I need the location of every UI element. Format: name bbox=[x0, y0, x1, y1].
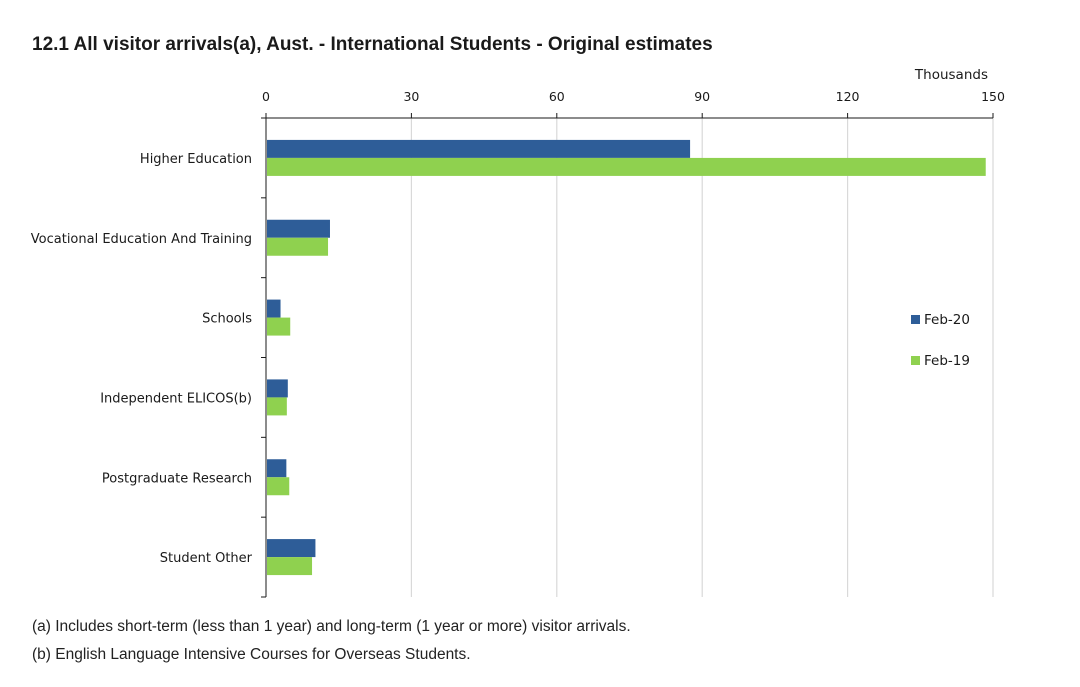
bar-feb19 bbox=[267, 317, 291, 336]
bar-feb19 bbox=[267, 557, 313, 576]
bar-feb19 bbox=[267, 157, 986, 176]
x-tick-label: 150 bbox=[981, 89, 1005, 104]
bar-feb20 bbox=[267, 299, 281, 318]
category-label: Independent ELICOS(b) bbox=[100, 391, 252, 406]
category-label: Higher Education bbox=[140, 152, 252, 167]
footnote-b: (b) English Language Intensive Courses f… bbox=[32, 646, 471, 663]
x-tick-label: 90 bbox=[694, 89, 710, 104]
category-label: Postgraduate Research bbox=[102, 471, 252, 486]
legend-swatch bbox=[911, 356, 920, 365]
legend-label: Feb-19 bbox=[924, 353, 970, 369]
bar-feb20 bbox=[267, 539, 316, 558]
bars bbox=[267, 139, 986, 576]
x-tick-label: 120 bbox=[836, 89, 860, 104]
category-label: Vocational Education And Training bbox=[31, 232, 252, 247]
category-label: Student Other bbox=[160, 551, 253, 566]
bar-feb19 bbox=[267, 397, 287, 416]
x-tick-label: 60 bbox=[549, 89, 565, 104]
bar-feb19 bbox=[267, 237, 329, 256]
gridlines bbox=[410, 118, 994, 597]
bar-feb20 bbox=[267, 139, 691, 158]
category-label: Schools bbox=[202, 312, 252, 327]
x-tick-label: 30 bbox=[403, 89, 419, 104]
labels: 0 30 60 90 120 150 Thousands Higher Education Vo… bbox=[31, 67, 1005, 566]
legend-swatch bbox=[911, 315, 920, 324]
chart-title: 12.1 All visitor arrivals(a), Aust. - In… bbox=[32, 34, 713, 55]
bar-feb19 bbox=[267, 477, 290, 496]
axes bbox=[261, 113, 994, 598]
axis-unit-label: Thousands bbox=[914, 67, 988, 83]
footnote-a: (a) Includes short-term (less than 1 yea… bbox=[32, 618, 631, 635]
x-tick-label: 0 bbox=[262, 89, 270, 104]
bar-feb20 bbox=[267, 379, 288, 398]
legend-label: Feb-20 bbox=[924, 312, 970, 328]
bar-feb20 bbox=[267, 219, 330, 238]
legend: Feb-20 Feb-19 bbox=[911, 312, 970, 369]
bar-feb20 bbox=[267, 459, 287, 478]
